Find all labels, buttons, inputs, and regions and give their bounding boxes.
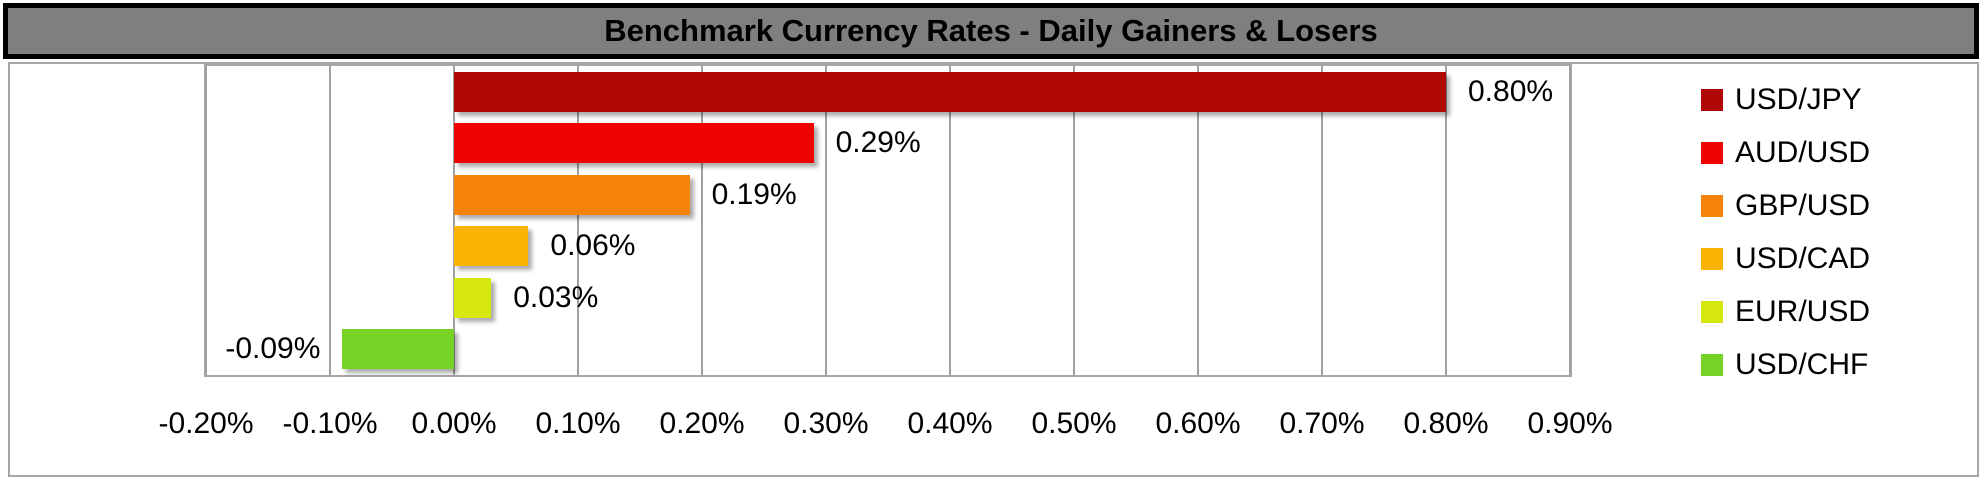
x-axis-tick-label: 0.50% (1031, 407, 1117, 440)
bar-eur-usd (454, 277, 492, 318)
chart-title-bar: Benchmark Currency Rates - Daily Gainers… (3, 3, 1979, 59)
bar-value-label-gbp-usd: 0.19% (711, 177, 797, 211)
legend-item-usd-chf: USD/CHF (1701, 350, 1868, 380)
gridline (1321, 66, 1323, 375)
x-axis-tick-label: 0.60% (1155, 407, 1241, 440)
bar-value-label-usd-chf: -0.09% (225, 332, 321, 366)
bar-value-label-usd-jpy: 0.80% (1468, 74, 1554, 108)
gridline (1445, 66, 1447, 375)
legend-swatch-gbp-usd (1701, 195, 1723, 217)
legend-label-gbp-usd: GBP/USD (1735, 189, 1871, 222)
bar-usd-jpy (454, 71, 1446, 112)
legend-item-usd-cad: USD/CAD (1701, 244, 1870, 274)
gridline (1569, 66, 1571, 375)
bar-value-label-usd-cad: 0.06% (550, 229, 636, 263)
chart-body: 0.80% 0.29% 0.19% 0.06% 0.03% -0.09% -0.20% -0… (8, 62, 1979, 477)
legend-swatch-aud-usd (1701, 142, 1723, 164)
gridline (949, 66, 951, 375)
gridline (453, 66, 455, 375)
chart-title: Benchmark Currency Rates - Daily Gainers… (604, 13, 1378, 48)
x-axis-tick-label: -0.10% (282, 407, 378, 440)
legend-item-gbp-usd: GBP/USD (1701, 191, 1870, 221)
legend-label-usd-chf: USD/CHF (1735, 348, 1869, 381)
legend-label-aud-usd: AUD/USD (1735, 136, 1871, 169)
x-axis-tick-label: 0.70% (1279, 407, 1365, 440)
legend-swatch-usd-chf (1701, 354, 1723, 376)
bar-aud-usd (454, 123, 814, 164)
plot-area: 0.80% 0.29% 0.19% 0.06% 0.03% -0.09% (204, 64, 1572, 377)
x-axis-tick-label: 0.90% (1527, 407, 1613, 440)
x-axis-tick-label: 0.40% (907, 407, 993, 440)
bar-value-label-aud-usd: 0.29% (835, 126, 921, 160)
gridline (701, 66, 703, 375)
legend-swatch-eur-usd (1701, 301, 1723, 323)
gridline (205, 66, 207, 375)
legend-item-aud-usd: AUD/USD (1701, 138, 1870, 168)
legend-label-usd-cad: USD/CAD (1735, 242, 1871, 275)
bar-usd-cad (454, 226, 529, 267)
x-axis-tick-label: 0.80% (1403, 407, 1489, 440)
legend-item-usd-jpy: USD/JPY (1701, 85, 1862, 115)
x-axis-tick-label: 0.10% (535, 407, 621, 440)
x-axis-tick-label: 0.20% (659, 407, 745, 440)
gridline (329, 66, 331, 375)
x-axis-tick-label: 0.30% (783, 407, 869, 440)
gridline (825, 66, 827, 375)
gridline (577, 66, 579, 375)
legend-item-eur-usd: EUR/USD (1701, 297, 1870, 327)
legend-label-eur-usd: EUR/USD (1735, 295, 1871, 328)
x-axis-tick-label: 0.00% (411, 407, 497, 440)
x-axis-tick-label: -0.20% (158, 407, 254, 440)
legend-label-usd-jpy: USD/JPY (1735, 83, 1862, 116)
bar-gbp-usd (454, 174, 690, 215)
gridline (1073, 66, 1075, 375)
legend-swatch-usd-jpy (1701, 89, 1723, 111)
gridline (1197, 66, 1199, 375)
bar-usd-chf (342, 329, 454, 370)
bar-value-label-eur-usd: 0.03% (513, 280, 599, 314)
legend-swatch-usd-cad (1701, 248, 1723, 270)
